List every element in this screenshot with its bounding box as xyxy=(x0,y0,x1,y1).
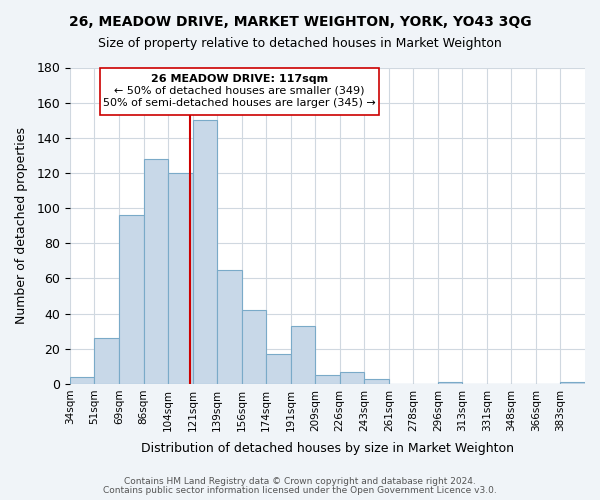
Bar xyxy=(364,378,389,384)
Text: ← 50% of detached houses are smaller (349): ← 50% of detached houses are smaller (34… xyxy=(114,86,365,96)
Text: 50% of semi-detached houses are larger (345) →: 50% of semi-detached houses are larger (… xyxy=(103,98,376,108)
Bar xyxy=(94,338,119,384)
Text: Size of property relative to detached houses in Market Weighton: Size of property relative to detached ho… xyxy=(98,38,502,51)
Y-axis label: Number of detached properties: Number of detached properties xyxy=(15,127,28,324)
Bar xyxy=(119,215,143,384)
Bar xyxy=(315,375,340,384)
Text: 26 MEADOW DRIVE: 117sqm: 26 MEADOW DRIVE: 117sqm xyxy=(151,74,328,84)
Text: Contains HM Land Registry data © Crown copyright and database right 2024.: Contains HM Land Registry data © Crown c… xyxy=(124,477,476,486)
Bar xyxy=(290,326,315,384)
Bar xyxy=(560,382,585,384)
Text: 26, MEADOW DRIVE, MARKET WEIGHTON, YORK, YO43 3QG: 26, MEADOW DRIVE, MARKET WEIGHTON, YORK,… xyxy=(68,15,532,29)
Bar xyxy=(143,159,168,384)
X-axis label: Distribution of detached houses by size in Market Weighton: Distribution of detached houses by size … xyxy=(141,442,514,455)
Bar xyxy=(70,377,94,384)
Bar xyxy=(242,310,266,384)
Bar xyxy=(193,120,217,384)
Text: Contains public sector information licensed under the Open Government Licence v3: Contains public sector information licen… xyxy=(103,486,497,495)
Bar xyxy=(168,173,193,384)
FancyBboxPatch shape xyxy=(100,68,379,115)
Bar xyxy=(438,382,463,384)
Bar xyxy=(340,372,364,384)
Bar xyxy=(217,270,242,384)
Bar xyxy=(266,354,290,384)
